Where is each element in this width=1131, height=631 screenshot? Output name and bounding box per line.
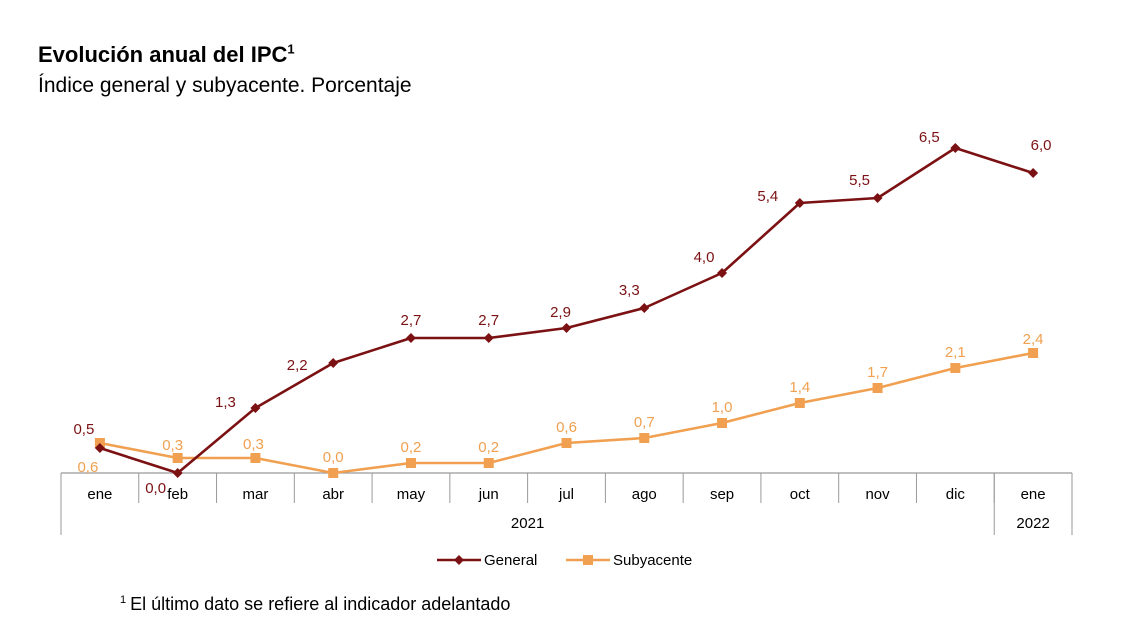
data-label-general: 2,9 (550, 304, 571, 321)
series-general-point (172, 468, 183, 478)
series-subyacente-point (328, 468, 339, 478)
title-footnote-mark: 1 (287, 41, 295, 57)
data-label-general: 4,0 (694, 249, 715, 266)
series-subyacente-point (405, 458, 416, 468)
data-label-subyacente: 0,3 (162, 437, 183, 454)
data-label-general: 5,4 (757, 188, 778, 205)
x-tick-label: sep (710, 486, 734, 503)
series-general-point (717, 268, 728, 278)
data-label-subyacente: 0,7 (634, 414, 655, 431)
x-tick-label: ene (87, 486, 112, 503)
legend-subyacente-label: Subyacente (613, 552, 692, 569)
series-subyacente-point (250, 453, 261, 463)
x-tick-label: abr (322, 486, 344, 503)
x-tick-label: jun (478, 486, 499, 503)
series-general-point (328, 358, 339, 368)
series-general-point (405, 333, 416, 343)
series-subyacente-point (483, 458, 494, 468)
chart-subtitle: Índice general y subyacente. Porcentaje (38, 74, 412, 97)
footnote-text: El último dato se refiere al indicador a… (130, 594, 511, 614)
series-general-point (639, 303, 650, 313)
x-tick-label: dic (946, 486, 966, 503)
chart-title: Evolución anual del IPC1 (38, 41, 295, 67)
year-label: 2021 (511, 515, 544, 532)
footnote: 1 El último dato se refiere al indicador … (120, 594, 510, 615)
data-label-subyacente: 0,0 (323, 449, 344, 466)
series-general-point (1028, 168, 1039, 178)
series-subyacente-point (950, 363, 961, 373)
series-general-point (94, 443, 105, 453)
x-tick-label: jul (558, 486, 574, 503)
series-general-point (250, 403, 261, 413)
series-subyacente-point (717, 418, 728, 428)
data-label-general: 6,5 (919, 129, 940, 146)
data-label-general: 0,0 (145, 480, 166, 497)
series-general-point (483, 333, 494, 343)
data-label-subyacente: 1,7 (867, 364, 888, 381)
x-tick-label: feb (167, 486, 188, 503)
legend-subyacente-swatch-marker (583, 555, 593, 565)
series-general-point (794, 198, 805, 208)
data-label-subyacente: 0,2 (401, 439, 422, 456)
data-label-subyacente: 2,1 (945, 344, 966, 361)
x-tick-label: oct (790, 486, 811, 503)
legend-general-swatch-marker (454, 555, 464, 565)
series-general-point (950, 143, 961, 153)
data-label-general: 2,7 (401, 312, 422, 329)
data-label-subyacente: 1,4 (789, 379, 810, 396)
data-label-subyacente: 0,3 (243, 436, 264, 453)
data-label-subyacente: 0,6 (77, 459, 98, 476)
legend-general-label: General (484, 552, 537, 569)
year-label: 2022 (1016, 515, 1049, 532)
data-label-subyacente: 1,0 (712, 399, 733, 416)
x-tick-label: may (397, 486, 426, 503)
x-tick-label: nov (865, 486, 890, 503)
data-label-general: 6,0 (1031, 137, 1052, 154)
series-subyacente-point (561, 438, 572, 448)
series-subyacente-line (99, 351, 1034, 475)
data-label-general: 2,2 (287, 357, 308, 374)
data-label-subyacente: 0,6 (556, 419, 577, 436)
data-label-general: 1,3 (215, 394, 236, 411)
footnote-mark: 1 (120, 594, 127, 606)
data-label-general: 5,5 (849, 172, 870, 189)
data-label-subyacente: 0,2 (478, 439, 499, 456)
data-label-general: 2,7 (478, 312, 499, 329)
data-label-general: 0,5 (73, 421, 94, 438)
x-tick-label: ago (632, 486, 657, 503)
series-subyacente-point (1028, 348, 1039, 358)
x-tick-label: mar (243, 486, 269, 503)
series-subyacente-point (872, 383, 883, 393)
series-general-point (872, 193, 883, 203)
data-label-subyacente: 2,4 (1023, 331, 1044, 348)
series-subyacente-point (639, 433, 650, 443)
x-tick-label: ene (1021, 486, 1046, 503)
series-subyacente-point (794, 398, 805, 408)
series-subyacente-point (172, 453, 183, 463)
series-general-point (561, 323, 572, 333)
data-label-general: 3,3 (619, 282, 640, 299)
